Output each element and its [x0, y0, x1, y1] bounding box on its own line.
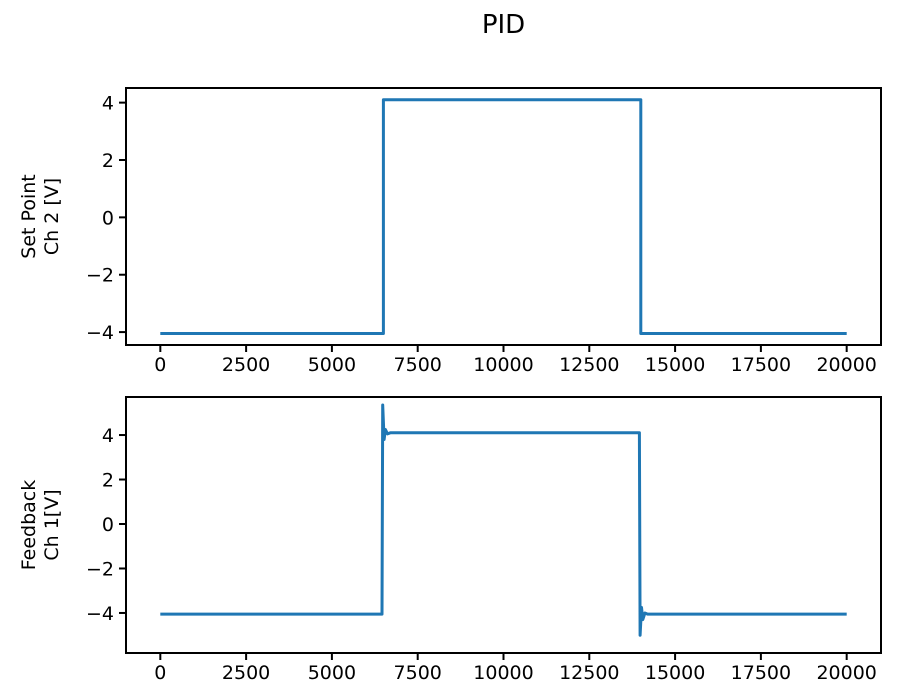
top-y-tick-label: 4	[102, 93, 114, 115]
top-y-axis-label: Set PointCh 2 [V]	[18, 174, 63, 258]
bottom-data-line	[160, 403, 847, 637]
bottom-x-tick-label: 12500	[559, 662, 619, 684]
top-y-tick-label: −2	[86, 265, 114, 287]
top-data-line	[160, 98, 847, 335]
figure-title: PID	[481, 10, 526, 40]
bottom-x-tick-label: 15000	[645, 662, 705, 684]
top-x-tick-label: 20000	[816, 354, 876, 376]
bottom-x-tick-label: 2500	[222, 662, 270, 684]
top-y-tick-label: 2	[102, 150, 114, 172]
top-subplot: 0 2500 5000 7500 10000 12500 15000 17500 20000 −4…	[18, 87, 882, 376]
top-x-tick-label: 15000	[645, 354, 705, 376]
top-x-tick-label: 17500	[731, 354, 791, 376]
bottom-subplot: 0 2500 5000 7500 10000 12500 15000 17500 20000 −4…	[18, 396, 882, 684]
bottom-x-tick-label: 7500	[394, 662, 442, 684]
bottom-x-tick-label: 10000	[473, 662, 533, 684]
bottom-x-tick-label: 20000	[816, 662, 876, 684]
top-y-tick-label: 0	[102, 207, 114, 229]
top-x-tick-label: 7500	[394, 354, 442, 376]
bottom-y-tick-label: 2	[102, 470, 114, 492]
bottom-x-tick-label: 0	[154, 662, 166, 684]
top-x-tick-label: 2500	[222, 354, 270, 376]
bottom-y-tick-label: −2	[86, 558, 114, 580]
top-axes-frame	[125, 87, 882, 346]
top-x-tick-label: 0	[154, 354, 166, 376]
bottom-y-tick-label: −4	[86, 603, 114, 625]
top-x-tick-label: 12500	[559, 354, 619, 376]
bottom-x-tick-label: 17500	[731, 662, 791, 684]
top-y-tick-label: −4	[86, 322, 114, 344]
bottom-y-axis-label: FeedbackCh 1[V]	[18, 480, 63, 570]
bottom-x-tick-label: 5000	[308, 662, 356, 684]
top-x-tick-label: 10000	[473, 354, 533, 376]
top-x-tick-label: 5000	[308, 354, 356, 376]
bottom-y-tick-label: 0	[102, 514, 114, 536]
bottom-y-tick-label: 4	[102, 425, 114, 447]
